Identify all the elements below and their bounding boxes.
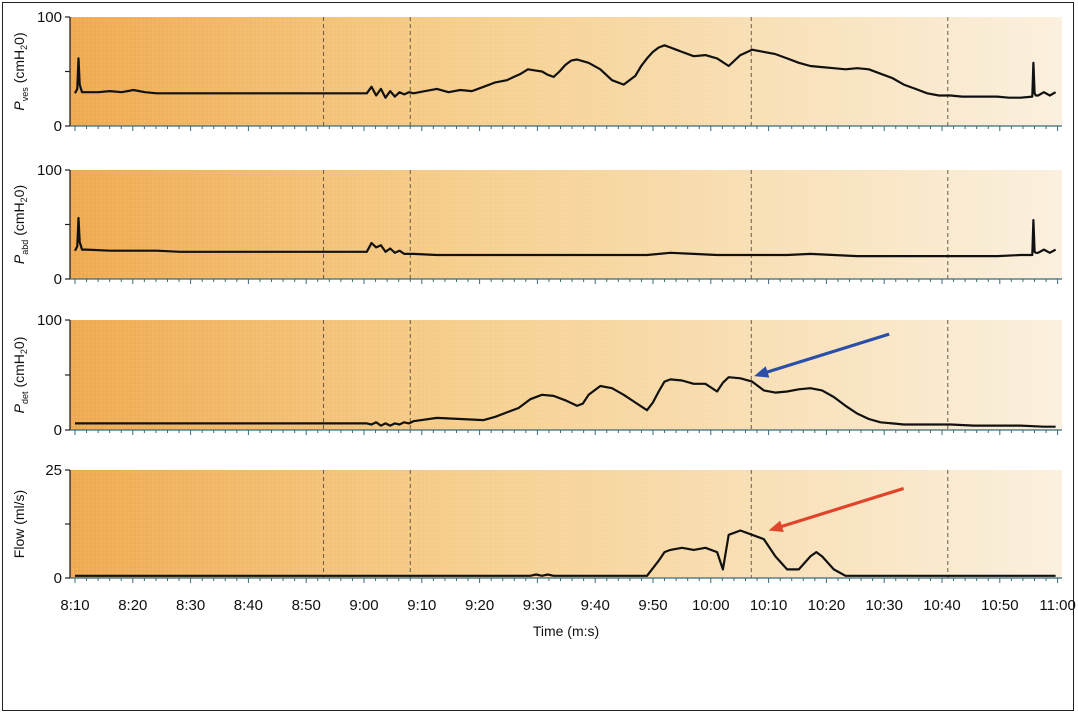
y-tick-label: 100 xyxy=(37,312,62,329)
panel-1: 0 100 Pves(cmH20) xyxy=(11,9,1062,135)
x-tick-label: 9:40 xyxy=(581,597,610,614)
x-tick-label: 8:20 xyxy=(118,597,147,614)
x-tick-label: 8:40 xyxy=(234,597,263,614)
x-axis: 8:10 8:20 8:30 8:40 8:50 9:00 9:10 9:20 9:30 9:40… xyxy=(60,597,1075,639)
y-tick-label: 0 xyxy=(54,422,62,439)
x-tick-label: 10:30 xyxy=(865,597,903,614)
x-tick-label: 10:50 xyxy=(981,597,1019,614)
x-tick-label: 10:00 xyxy=(692,597,730,614)
x-tick-label: 9:00 xyxy=(349,597,378,614)
y-tick-label: 0 xyxy=(54,570,62,587)
x-tick-label: 9:30 xyxy=(523,597,552,614)
panel-3: 0 100 Pdet(cmH20) xyxy=(11,312,1062,439)
series-line xyxy=(74,44,1057,99)
y-axis-title: Flow (ml/s) xyxy=(11,490,27,558)
panels: 0 100 Pves(cmH20) 0 100 Pabd(cmH20) 0 100 Pdet(c… xyxy=(11,9,1062,587)
panel-2: 0 100 Pabd(cmH20) xyxy=(11,162,1062,288)
x-tick-label: 8:50 xyxy=(292,597,321,614)
annotation-arrow xyxy=(775,486,905,530)
y-tick-label: 0 xyxy=(54,271,62,288)
annotation-arrowhead xyxy=(754,366,770,378)
y-tick-label: 100 xyxy=(37,9,62,26)
annotation-arrowhead xyxy=(768,520,784,533)
y-tick-label: 0 xyxy=(54,118,62,135)
y-axis-title: Pves(cmH20) xyxy=(11,32,30,110)
series-line xyxy=(75,376,1056,428)
x-tick-label: 8:10 xyxy=(60,597,89,614)
y-tick-label: 25 xyxy=(45,462,62,479)
x-tick-label: 9:20 xyxy=(465,597,494,614)
x-tick-label: 8:30 xyxy=(176,597,205,614)
x-tick-label: 9:10 xyxy=(407,597,436,614)
panel-4: 0 25 Flow (ml/s) xyxy=(11,462,1062,587)
y-axis-title: Pabd(cmH20) xyxy=(11,185,30,264)
y-tick-label: 100 xyxy=(37,162,62,179)
series-line xyxy=(75,529,1056,577)
x-tick-label: 10:40 xyxy=(923,597,961,614)
x-tick-label: 10:10 xyxy=(750,597,788,614)
x-tick-label: 9:50 xyxy=(638,597,667,614)
y-axis-title: Pdet(cmH20) xyxy=(11,337,30,414)
x-tick-label: 10:20 xyxy=(808,597,846,614)
annotation-arrow xyxy=(761,332,890,376)
x-tick-label: 11:00 xyxy=(1039,597,1075,614)
x-axis-title: Time (m:s) xyxy=(533,623,599,639)
series-line xyxy=(74,216,1057,258)
